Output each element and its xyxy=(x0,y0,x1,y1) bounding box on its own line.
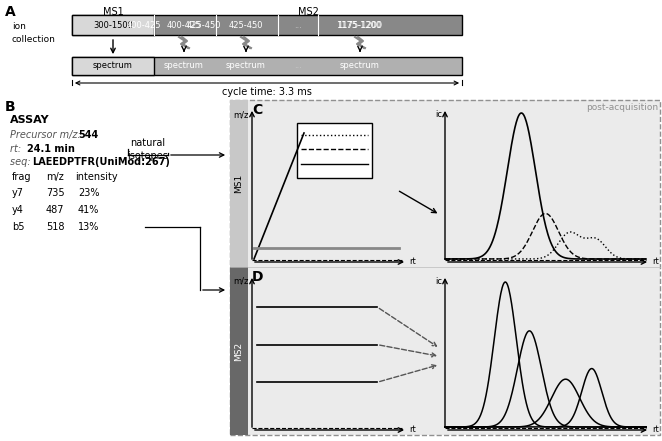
Bar xyxy=(230,100,248,267)
Text: 24.1 min: 24.1 min xyxy=(27,144,75,154)
Bar xyxy=(72,57,462,75)
Text: rt: rt xyxy=(409,257,416,265)
Text: b5: b5 xyxy=(12,222,24,232)
Text: C: C xyxy=(252,103,262,117)
Text: ASSAY: ASSAY xyxy=(10,115,50,125)
Bar xyxy=(72,15,462,35)
Text: 425-450: 425-450 xyxy=(187,20,221,30)
Text: 1175-1200: 1175-1200 xyxy=(338,20,383,30)
Text: 735: 735 xyxy=(46,188,65,198)
Text: 425-450: 425-450 xyxy=(229,20,263,30)
Text: spectrum: spectrum xyxy=(340,61,380,71)
Text: m/z: m/z xyxy=(234,110,249,119)
Text: 23%: 23% xyxy=(78,188,99,198)
Text: MS1: MS1 xyxy=(103,7,123,17)
Text: 300-1500: 300-1500 xyxy=(93,20,133,30)
Text: rt: rt xyxy=(652,425,659,434)
Text: rt: rt xyxy=(652,257,659,265)
Text: ion
collection: ion collection xyxy=(12,22,56,44)
Bar xyxy=(297,123,372,178)
Text: rt:: rt: xyxy=(10,144,24,154)
Text: m/z: m/z xyxy=(234,277,249,286)
Text: MS2: MS2 xyxy=(297,7,318,17)
Bar xyxy=(230,100,660,435)
Text: 544: 544 xyxy=(78,130,98,140)
Text: ic: ic xyxy=(435,277,442,286)
Bar xyxy=(230,267,248,435)
Text: ...: ... xyxy=(294,20,302,30)
Text: A: A xyxy=(5,5,16,19)
Text: Precursor m/z:: Precursor m/z: xyxy=(10,130,84,140)
Text: 400-425: 400-425 xyxy=(126,20,162,30)
Text: spectrum: spectrum xyxy=(164,61,204,71)
Text: 1175-1200: 1175-1200 xyxy=(336,20,381,30)
Text: 41%: 41% xyxy=(78,205,99,215)
Text: D: D xyxy=(252,270,263,284)
Text: y7: y7 xyxy=(12,188,24,198)
Text: ...: ... xyxy=(250,20,258,30)
Text: MS2: MS2 xyxy=(234,341,244,361)
Text: seq:: seq: xyxy=(10,157,34,167)
Bar xyxy=(230,100,660,435)
Text: spectrum: spectrum xyxy=(93,61,133,71)
Bar xyxy=(72,57,154,75)
Text: MS1: MS1 xyxy=(234,174,244,193)
Text: cycle time: 3.3 ms: cycle time: 3.3 ms xyxy=(222,87,312,97)
Text: 518: 518 xyxy=(46,222,64,232)
Text: spectrum: spectrum xyxy=(226,61,266,71)
Text: natural
isotopes: natural isotopes xyxy=(128,138,168,161)
Text: 13%: 13% xyxy=(78,222,99,232)
Text: LAEEDPTFR(UniMod:267): LAEEDPTFR(UniMod:267) xyxy=(32,157,170,167)
Text: ic: ic xyxy=(435,110,442,119)
Text: ...: ... xyxy=(294,61,302,71)
Bar xyxy=(72,15,154,35)
Text: 400-425: 400-425 xyxy=(167,20,201,30)
Text: rt: rt xyxy=(409,425,416,434)
Text: 487: 487 xyxy=(46,205,64,215)
Text: B: B xyxy=(5,100,16,114)
Text: m/z: m/z xyxy=(46,172,64,182)
Text: post-acquisition: post-acquisition xyxy=(586,103,658,112)
Text: y4: y4 xyxy=(12,205,24,215)
Text: frag: frag xyxy=(12,172,32,182)
Text: intensity: intensity xyxy=(75,172,118,182)
